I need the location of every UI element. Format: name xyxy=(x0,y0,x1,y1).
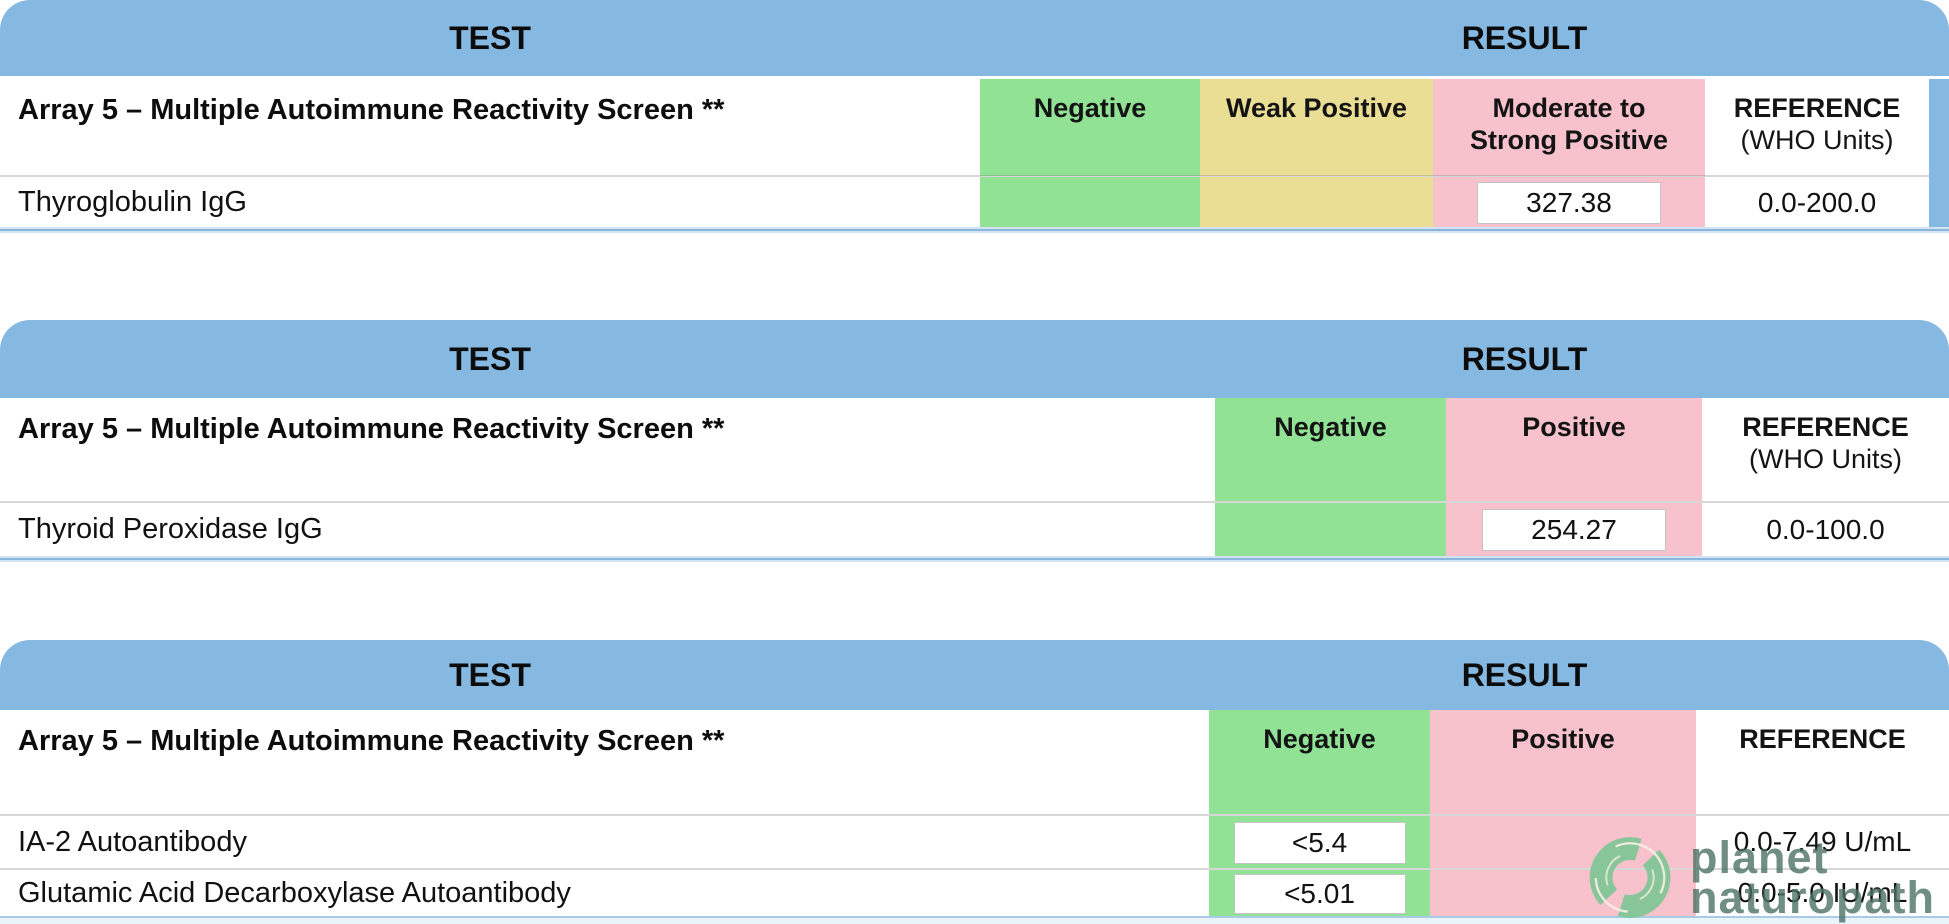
table-1-row-result-cell: 327.38 xyxy=(1433,177,1705,228)
table-2-header-band: TEST RESULT xyxy=(0,320,1949,398)
table-3-column-header-positive: Positive xyxy=(1430,710,1696,814)
table-3-header-band: TEST RESULT xyxy=(0,640,1949,710)
table-3-row-divider-2 xyxy=(0,868,1949,870)
table-3-row-2-result-cell: <5.01 xyxy=(1209,870,1430,916)
table-2-column-header-positive: Positive xyxy=(1446,398,1702,501)
watermark-text-naturopath: naturopath xyxy=(1690,872,1935,923)
planet-naturopath-watermark: planet naturopath xyxy=(1586,829,1949,924)
table-2-reference-value: 0.0-100.0 xyxy=(1766,514,1885,545)
table-2-result-header: RESULT xyxy=(1461,341,1588,377)
table-1-result-header: RESULT xyxy=(1461,20,1588,56)
table-2-row-divider xyxy=(0,501,1949,503)
table-3-section-title: Array 5 – Multiple Autoimmune Reactivity… xyxy=(18,725,725,757)
table-2-column-header-negative: Negative xyxy=(1215,398,1446,501)
table-3-column-header-negative: Negative xyxy=(1209,710,1430,814)
table-3-reference-header: REFERENCE xyxy=(1696,710,1949,814)
table-2-row-negative-cell xyxy=(1215,503,1446,556)
table-3-row-1-test-name: IA-2 Autoantibody xyxy=(18,826,247,858)
table-1-column-header-negative: Negative xyxy=(980,79,1200,176)
table-2-result-value-box: 254.27 xyxy=(1482,509,1666,551)
table-1-reference-header-label: REFERENCE xyxy=(1733,93,1901,123)
table-2-row-result-cell: 254.27 xyxy=(1446,503,1702,556)
table-3-reference-header-label: REFERENCE xyxy=(1739,724,1906,754)
table-1-result-value-box: 327.38 xyxy=(1477,182,1661,224)
table-1-bottom-divider xyxy=(0,227,1949,233)
table-2-section-title: Array 5 – Multiple Autoimmune Reactivity… xyxy=(18,413,725,445)
table-3-row-1-result-cell: <5.4 xyxy=(1209,816,1430,868)
table-2-reference-header-label: REFERENCE xyxy=(1742,412,1909,442)
table-1-right-border xyxy=(1929,79,1949,228)
table-1-column-header-moderate-strong-positive: Moderate to Strong Positive xyxy=(1433,79,1705,176)
table-2-reference-subheader: (WHO Units) xyxy=(1749,444,1902,474)
table-1-row-weak-positive-cell xyxy=(1200,177,1433,228)
table-3-row-2-result-value-box: <5.01 xyxy=(1233,874,1406,914)
watermark-text-planet: planet xyxy=(1690,832,1829,883)
table-3-test-header: TEST xyxy=(449,657,531,693)
table-2-row-test-name: Thyroid Peroxidase IgG xyxy=(18,513,323,545)
table-1-section-title: Array 5 – Multiple Autoimmune Reactivity… xyxy=(18,94,725,126)
table-1-reference-header: REFERENCE (WHO Units) xyxy=(1705,79,1929,176)
table-3-row-1-reference-value: 0.0-7.49 U/mL xyxy=(1733,826,1912,857)
table-1-reference-value: 0.0-200.0 xyxy=(1757,187,1877,218)
table-3-row-1-result-value-box: <5.4 xyxy=(1233,822,1406,864)
table-1-row-test-name: Thyroglobulin IgG xyxy=(18,186,247,218)
table-1-header-band: TEST RESULT xyxy=(0,0,1949,76)
table-3-result-header: RESULT xyxy=(1461,657,1588,693)
table-1-test-header: TEST xyxy=(449,20,531,56)
table-1-row-divider xyxy=(0,175,1929,177)
table-1-reference-subheader: (WHO Units) xyxy=(1740,125,1894,155)
table-3-bottom-strip xyxy=(0,916,1949,924)
table-3-row-divider-1 xyxy=(0,814,1949,816)
table-1-column-header-weak-positive: Weak Positive xyxy=(1200,79,1433,176)
table-3-row-2-test-name: Glutamic Acid Decarboxylase Autoantibody xyxy=(18,877,571,909)
table-3-row-2-reference-value: 0.0-5.0 IU/mL xyxy=(1737,877,1908,908)
leaf-swirl-icon xyxy=(1586,831,1674,924)
table-2-reference-header: REFERENCE (WHO Units) xyxy=(1702,398,1949,501)
table-1-row-negative-cell xyxy=(980,177,1200,228)
table-2-bottom-divider xyxy=(0,556,1949,562)
table-2-test-header: TEST xyxy=(449,341,531,377)
